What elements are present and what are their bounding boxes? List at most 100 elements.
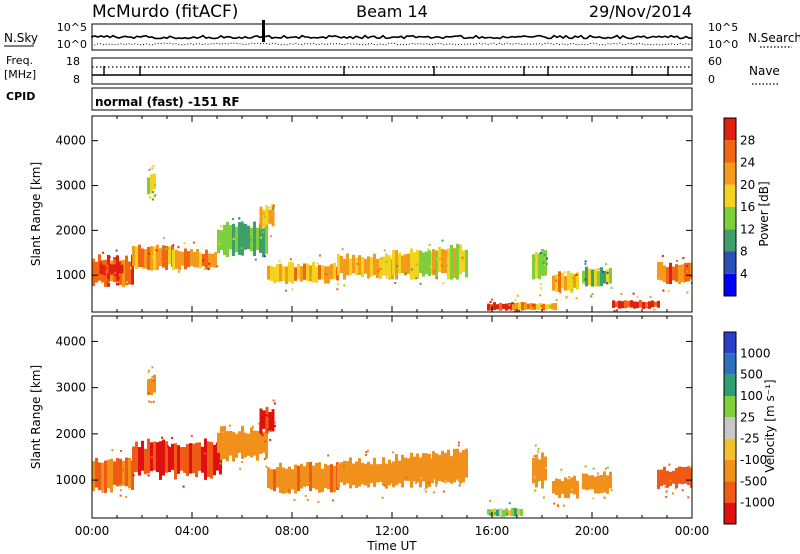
data-cell <box>144 448 147 475</box>
y-tick-label: 4000 <box>55 134 86 148</box>
data-cell <box>609 267 612 284</box>
data-speck <box>676 259 678 262</box>
data-speck <box>145 254 148 257</box>
data-cell <box>99 264 103 275</box>
data-speck <box>649 301 652 304</box>
data-speck <box>489 499 492 502</box>
data-cell <box>223 425 226 459</box>
data-speck <box>543 253 546 256</box>
data-speck <box>632 292 635 295</box>
data-cell <box>303 263 306 280</box>
data-speck <box>571 276 574 279</box>
data-cell <box>128 458 131 489</box>
data-cell <box>177 445 180 474</box>
data-cell <box>337 254 340 276</box>
data-cell <box>120 264 124 274</box>
data-speck <box>332 499 335 502</box>
data-speck <box>152 165 155 167</box>
data-cell <box>508 303 511 310</box>
data-cell <box>279 263 282 282</box>
data-speck <box>261 231 264 234</box>
data-cell <box>487 303 490 311</box>
data-cell <box>300 463 303 489</box>
data-speck <box>263 440 266 443</box>
x-tick-label: 00:00 <box>75 524 110 538</box>
data-cell <box>567 270 570 291</box>
data-speck <box>603 496 606 499</box>
data-speck <box>433 270 436 273</box>
data-cell <box>276 263 279 283</box>
data-cell <box>288 261 291 283</box>
data-cell <box>117 262 121 274</box>
data-cell <box>119 458 122 486</box>
data-speck <box>661 255 664 257</box>
data-speck <box>327 454 330 457</box>
data-cell <box>150 246 153 271</box>
data-cell <box>294 267 297 281</box>
data-cell <box>95 261 98 283</box>
data-speck <box>684 479 687 482</box>
data-speck <box>379 267 382 270</box>
data-cell <box>318 462 321 493</box>
data-cell <box>428 453 431 487</box>
colorbar-swatch <box>724 273 736 296</box>
data-cell <box>327 465 330 490</box>
data-cell <box>669 262 672 284</box>
data-speck <box>265 430 268 433</box>
data-speck <box>539 283 542 286</box>
data-speck <box>202 259 204 262</box>
data-cell <box>333 465 336 493</box>
data-speck <box>458 484 461 487</box>
velocity-colorbar: 1000 500 100 25 -25 -100 -500 -1000 <box>723 331 775 525</box>
power-ylabel: Slant Range [km] <box>29 162 43 266</box>
data-speck <box>506 519 508 521</box>
data-speck <box>582 281 585 284</box>
data-cell <box>346 461 349 484</box>
data-cell <box>262 410 266 429</box>
data-speck <box>665 495 668 498</box>
colorbar-swatch <box>724 353 736 375</box>
y-tick-label: 1000 <box>55 268 86 282</box>
data-cell <box>413 456 416 482</box>
data-cell <box>373 457 376 488</box>
data-speck <box>515 523 517 525</box>
data-speck <box>375 474 377 477</box>
data-cell <box>544 250 547 276</box>
colorbar-tick-label: 4 <box>740 267 748 281</box>
data-speck <box>491 298 493 301</box>
data-speck <box>208 262 211 265</box>
data-cell <box>349 258 352 276</box>
data-cell <box>591 269 594 287</box>
data-speck <box>152 187 155 190</box>
data-speck <box>435 484 438 487</box>
data-cell <box>422 252 425 277</box>
data-cell <box>603 271 606 284</box>
data-speck <box>584 262 587 265</box>
colorbar-tick-label: 8 <box>740 245 748 259</box>
data-cell <box>110 458 113 493</box>
data-speck <box>667 290 670 293</box>
data-cell <box>168 446 171 472</box>
data-speck <box>383 249 386 252</box>
data-speck <box>132 474 135 477</box>
velocity-marks <box>92 366 692 525</box>
data-speck <box>664 485 667 488</box>
data-cell <box>687 262 690 282</box>
data-speck <box>669 479 672 482</box>
data-speck <box>273 204 275 207</box>
data-speck <box>336 288 339 291</box>
data-cell <box>538 253 541 280</box>
data-speck <box>690 466 692 468</box>
data-speck <box>203 267 206 270</box>
data-cell <box>615 301 618 308</box>
data-cell <box>642 301 645 309</box>
data-speck <box>172 244 175 247</box>
data-speck <box>385 260 388 263</box>
x-tick-label: 04:00 <box>175 524 210 538</box>
data-speck <box>263 215 266 218</box>
data-cell <box>153 441 156 471</box>
data-cell <box>555 274 558 292</box>
data-speck <box>341 248 344 251</box>
data-speck <box>264 227 267 230</box>
data-speck <box>162 237 165 240</box>
